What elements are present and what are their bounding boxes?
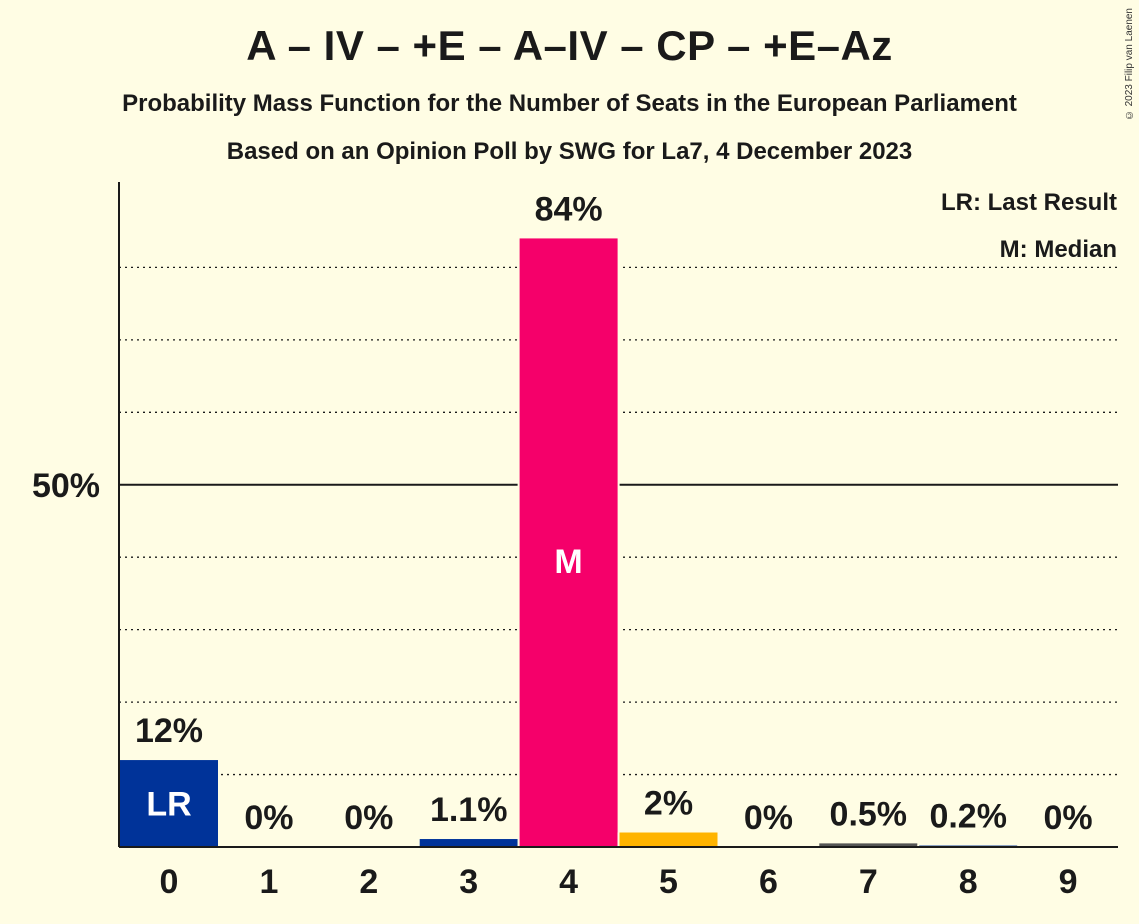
value-label-7: 0.5%	[830, 795, 908, 833]
x-tick-label-8: 8	[959, 863, 978, 901]
x-tick-label-4: 4	[559, 863, 578, 901]
x-tick-label-3: 3	[459, 863, 478, 901]
value-label-9: 0%	[1044, 799, 1093, 837]
bar-4	[519, 238, 618, 848]
last-result-marker: LR	[146, 786, 191, 824]
bar-7	[819, 843, 918, 847]
median-marker: M	[554, 543, 582, 581]
axes: 50%	[32, 182, 1118, 848]
y-tick-label: 50%	[32, 467, 100, 505]
x-tick-label-1: 1	[259, 863, 278, 901]
bars: 12% LR 0 0% 1 0% 2 1.1% 3 84% M 4 2% 5 0% 6 0.5% 7 0.2% 8 0%…	[118, 190, 1093, 901]
value-label-6: 0%	[744, 799, 793, 837]
x-tick-label-7: 7	[859, 863, 878, 901]
legend-median: M: Median	[1000, 236, 1117, 263]
value-label-3: 1.1%	[430, 791, 508, 829]
chart-title: A – IV – +E – A–IV – CP – +E–Az	[246, 22, 893, 69]
value-label-0: 12%	[135, 712, 203, 750]
value-label-1: 0%	[244, 799, 293, 837]
bar-0	[120, 760, 218, 847]
x-tick-label-9: 9	[1059, 863, 1078, 901]
value-label-5: 2%	[644, 785, 693, 823]
chart-source-line: Based on an Opinion Poll by SWG for La7,…	[226, 138, 913, 165]
value-label-2: 0%	[344, 799, 393, 837]
x-tick-label-5: 5	[659, 863, 678, 901]
x-tick-label-0: 0	[160, 863, 179, 901]
x-tick-label-6: 6	[759, 863, 778, 901]
bar-5	[619, 832, 718, 847]
value-label-4: 84%	[535, 190, 603, 228]
legend-last-result: LR: Last Result	[941, 189, 1117, 216]
bar-3	[419, 839, 518, 847]
chart-subtitle: Probability Mass Function for the Number…	[122, 90, 1017, 117]
value-label-8: 0.2%	[929, 798, 1007, 836]
x-tick-label-2: 2	[359, 863, 378, 901]
